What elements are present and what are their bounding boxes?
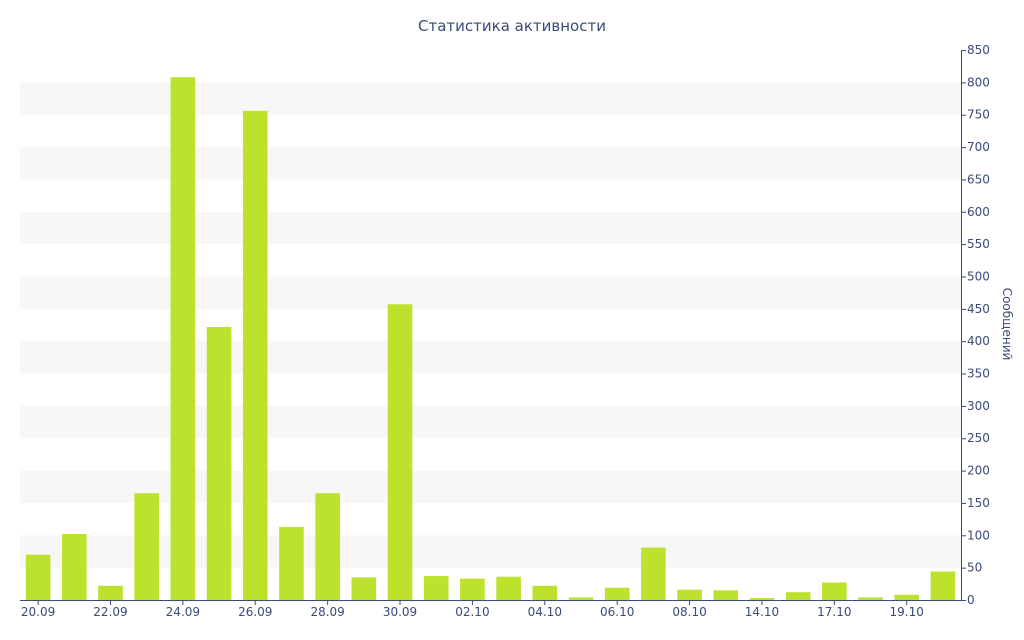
- grid-band: [20, 535, 961, 568]
- x-tick-label: 26.09: [238, 605, 272, 619]
- bar: [134, 493, 159, 600]
- y-tick-label: 550: [967, 237, 990, 251]
- y-tick-label: 650: [967, 172, 990, 186]
- bar: [315, 493, 340, 600]
- grid-band: [20, 276, 961, 309]
- x-tick-label: 30.09: [383, 605, 417, 619]
- grid-band: [20, 211, 961, 245]
- y-tick-label: 700: [967, 140, 990, 154]
- bar: [170, 77, 196, 601]
- x-axis-ticks: 20.09 22.09 24.09 26.09 28.09 30.09 02.10 04.10…: [21, 600, 924, 619]
- bar: [25, 554, 51, 600]
- bar: [894, 594, 920, 600]
- y-tick-label: 0: [967, 593, 975, 607]
- y-tick-label: 250: [967, 431, 990, 445]
- bar: [785, 592, 811, 600]
- x-tick-label: 28.09: [310, 605, 344, 619]
- y-tick-label: 200: [967, 464, 990, 478]
- y-tick-label: 750: [967, 108, 990, 122]
- x-tick-label: 04.10: [528, 605, 562, 619]
- bar: [387, 304, 413, 600]
- bar: [930, 571, 956, 600]
- y-tick-label: 50: [967, 561, 982, 575]
- bar: [351, 577, 377, 600]
- y-tick-label: 450: [967, 302, 990, 316]
- y-axis-ticks: 0 50 100 150 200 250 300 350 400 450 500 550 600 650 7…: [961, 43, 990, 607]
- bar: [532, 585, 558, 600]
- bar: [749, 598, 775, 600]
- x-tick-label: 20.09: [21, 605, 55, 619]
- bar: [423, 576, 449, 600]
- y-tick-label: 150: [967, 496, 990, 510]
- y-tick-label: 600: [967, 205, 990, 219]
- bar: [713, 590, 739, 600]
- bar: [604, 587, 630, 600]
- chart-title: Статистика активности: [418, 17, 606, 35]
- bar: [242, 110, 268, 600]
- bar: [279, 526, 304, 600]
- x-tick-label: 08.10: [672, 605, 706, 619]
- x-tick-label: 19.10: [890, 605, 924, 619]
- y-tick-label: 500: [967, 269, 990, 283]
- y-tick-label: 300: [967, 399, 990, 413]
- x-tick-label: 14.10: [745, 605, 779, 619]
- bar: [98, 585, 123, 600]
- grid-bands: [20, 82, 961, 568]
- bar: [641, 547, 666, 600]
- bar: [822, 582, 847, 600]
- x-tick-label: 17.10: [817, 605, 851, 619]
- bar: [677, 589, 702, 600]
- x-tick-label: 02.10: [455, 605, 489, 619]
- grid-band: [20, 147, 961, 180]
- bar: [496, 576, 521, 600]
- bar: [568, 597, 594, 600]
- y-tick-label: 400: [967, 334, 990, 348]
- bar: [858, 597, 883, 600]
- grid-band: [20, 405, 961, 439]
- grid-band: [20, 470, 961, 503]
- x-tick-label: 22.09: [93, 605, 127, 619]
- x-tick-label: 06.10: [600, 605, 634, 619]
- bar: [61, 534, 87, 600]
- bar: [206, 326, 232, 600]
- y-tick-label: 800: [967, 75, 990, 89]
- grid-band: [20, 82, 961, 115]
- y-tick-label: 850: [967, 43, 990, 57]
- bar: [460, 578, 485, 600]
- y-axis-label: Сообщений: [1000, 288, 1014, 361]
- x-tick-label: 24.09: [166, 605, 200, 619]
- grid-band: [20, 341, 961, 374]
- y-tick-label: 350: [967, 367, 990, 381]
- y-tick-label: 100: [967, 528, 990, 542]
- bars-series: [25, 77, 956, 601]
